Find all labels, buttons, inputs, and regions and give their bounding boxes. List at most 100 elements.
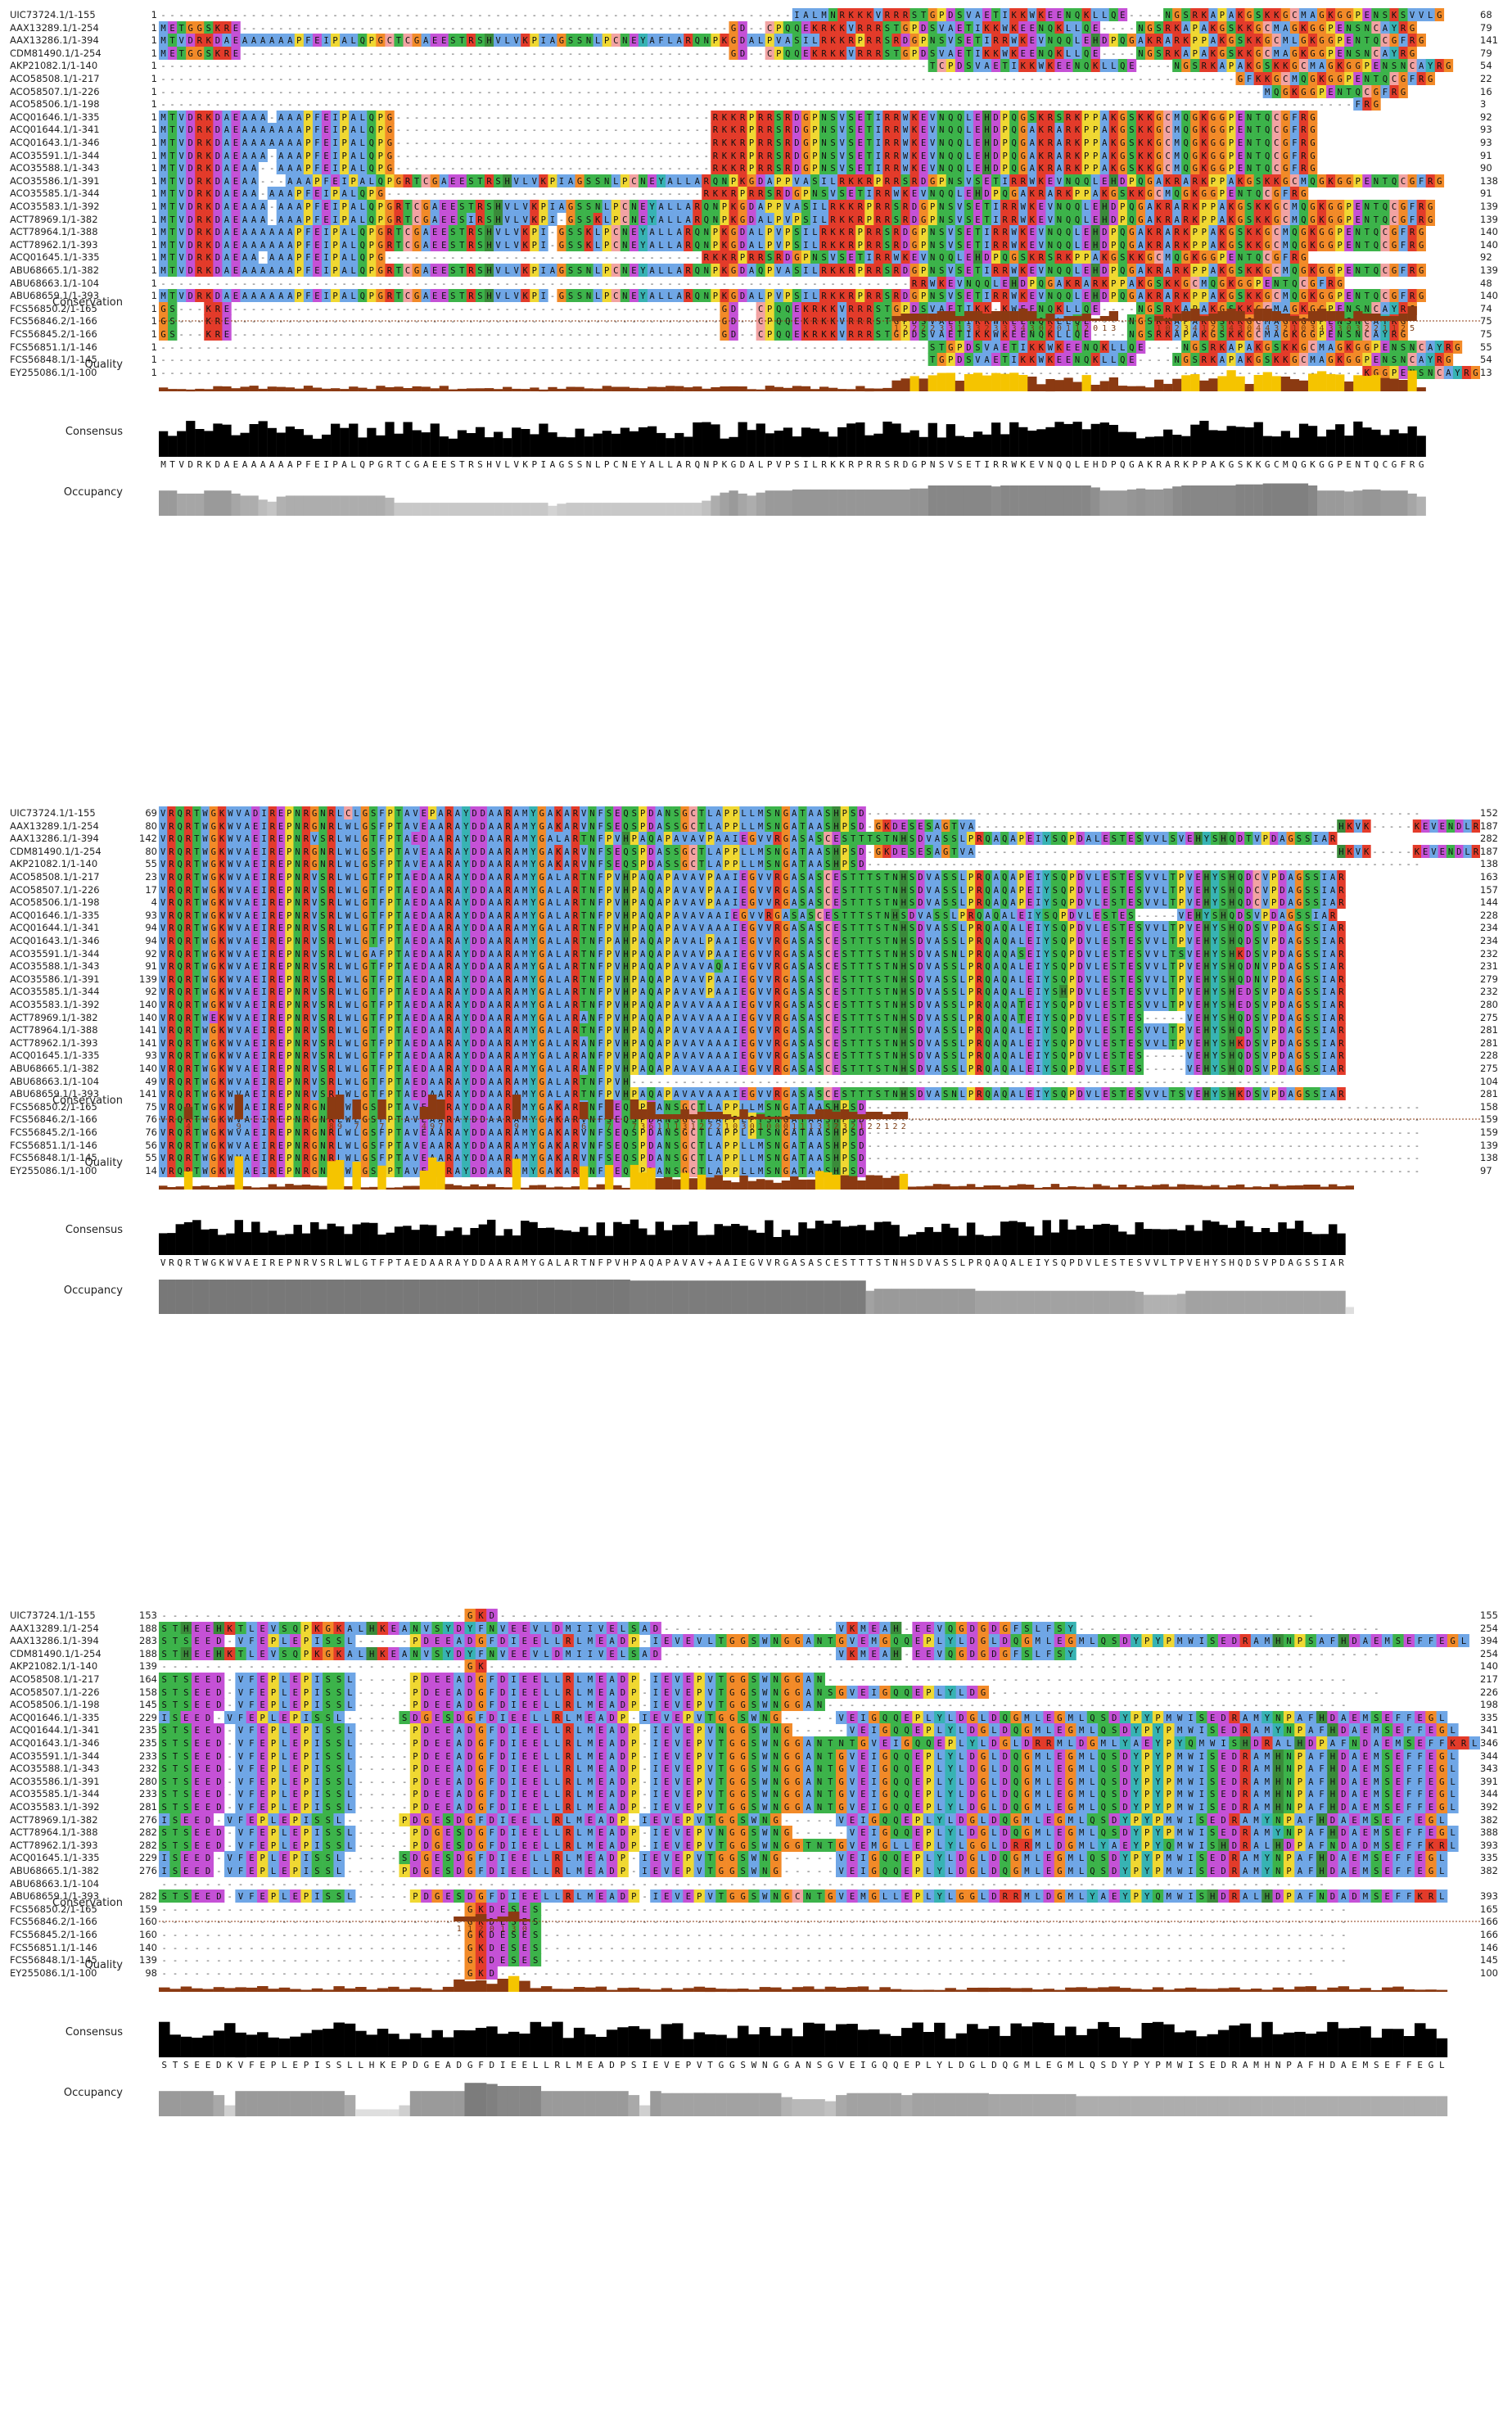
residue-char: L [513, 202, 518, 212]
residue-T [891, 20, 901, 34]
residue-char: E [1093, 215, 1098, 225]
residue-K [810, 20, 820, 34]
residue-G [801, 148, 811, 162]
sequence-id[interactable]: AKP21082.1/1-140 [10, 59, 141, 72]
sequence-id[interactable]: ACO35588.1/1-343 [10, 161, 141, 174]
residue-char: D [188, 215, 193, 225]
sequence-id[interactable]: ACO58506.1/1-198 [10, 97, 141, 111]
residue-char: M [1174, 164, 1179, 174]
residue-R [1163, 212, 1173, 226]
residue-char: - [513, 253, 518, 263]
residue-char: P [785, 241, 790, 251]
residue-T [168, 123, 178, 137]
residue-char: M [1274, 49, 1279, 59]
residue-char: P [1111, 228, 1116, 237]
residue-char: - [1147, 61, 1152, 71]
residue-char: G [794, 253, 799, 263]
sequence-id[interactable]: ACT78962.1/1-393 [10, 238, 141, 251]
residue-P [928, 212, 938, 226]
sequence-id[interactable]: ACO35585.1/1-344 [10, 187, 141, 200]
sequence-id[interactable]: ACQ01645.1/1-335 [10, 251, 141, 264]
residue-char: H [975, 189, 980, 199]
sequence-id[interactable]: AAX13286.1/1-394 [10, 34, 141, 47]
residue-char: - [477, 113, 482, 123]
residue-char: - [695, 189, 700, 199]
sequence-id[interactable]: UIC73724.1/1-155 [10, 8, 141, 21]
residue-T [168, 264, 178, 277]
residue-char: Q [695, 241, 700, 251]
residue-char: A [260, 266, 266, 276]
residue-char: - [1120, 88, 1125, 97]
residue-P [1000, 136, 1010, 149]
residue-N [702, 264, 711, 277]
residue-char: Q [369, 215, 374, 225]
residue-char: - [450, 253, 455, 263]
residue-char: A [667, 177, 673, 187]
sequence-id[interactable]: AAX13289.1/1-254 [10, 21, 141, 34]
sequence-id[interactable]: ACO58507.1/1-226 [10, 85, 141, 98]
residue-D [213, 200, 223, 213]
sequence-id[interactable]: ACQ01643.1/1-346 [10, 136, 141, 149]
residue-Q [1371, 264, 1381, 277]
residue-char: G [1274, 74, 1279, 84]
residue-char: R [197, 36, 203, 46]
residue-E [439, 264, 449, 277]
residue-char: - [1057, 88, 1062, 97]
residue-T [864, 136, 874, 149]
residue-char: K [1075, 113, 1081, 123]
residue-H [484, 237, 494, 251]
residue-char: E [1120, 11, 1125, 20]
residue-D [738, 34, 747, 47]
sequence-id[interactable]: ACQ01644.1/1-341 [10, 123, 141, 136]
residue-char: - [1147, 11, 1152, 20]
residue-char: - [595, 100, 600, 110]
residue-E [982, 174, 992, 187]
residue-K [846, 212, 856, 226]
residue-char: A [341, 189, 347, 199]
sequence-id[interactable]: ABU68663.1/1-104 [10, 277, 141, 290]
residue-char: S [1030, 113, 1035, 123]
sequence-id[interactable]: ACT78969.1/1-382 [10, 213, 141, 226]
residue-char: K [1202, 125, 1207, 135]
residue-E [321, 161, 332, 175]
residue-char: F [314, 151, 319, 161]
residue-N [819, 110, 829, 124]
residue-char: G [378, 266, 383, 276]
sequence-id[interactable]: ACO58508.1/1-217 [10, 72, 141, 85]
residue-C [1163, 136, 1173, 149]
sequence-id[interactable]: ACQ01646.1/1-335 [10, 111, 141, 124]
residue-char: - [1147, 100, 1152, 110]
residue-char: - [586, 88, 591, 97]
residue-char: K [722, 253, 728, 263]
residue-Q [1271, 84, 1282, 98]
residue-char: A [676, 36, 682, 46]
residue-E [231, 148, 241, 162]
residue-char: - [613, 138, 618, 148]
residue-char: E [1066, 61, 1071, 71]
residue-G [1144, 46, 1155, 60]
residue-V [783, 200, 793, 213]
sequence-id[interactable]: CDM81490.1/1-254 [10, 47, 141, 60]
residue-char: - [867, 74, 872, 84]
residue-char: S [767, 189, 772, 199]
residue-A [1208, 225, 1218, 239]
residue-char: - [667, 100, 672, 110]
residue-char: - [559, 11, 564, 20]
sequence-id[interactable]: ACO35591.1/1-344 [10, 149, 141, 162]
sequence-id[interactable]: ACT78964.1/1-388 [10, 225, 141, 238]
residue-R [195, 123, 205, 137]
residue-char: L [595, 241, 600, 251]
residue-A [1217, 200, 1227, 213]
residue-G [1018, 161, 1028, 175]
residue-char: - [1138, 61, 1143, 71]
residue-char: P [740, 189, 745, 199]
residue-V [928, 123, 938, 137]
residue-V [774, 34, 784, 47]
residue-char: - [1039, 88, 1044, 97]
residue-E [231, 174, 241, 187]
sequence-id[interactable]: ABU68665.1/1-382 [10, 264, 141, 277]
sequence-id[interactable]: ACO35586.1/1-391 [10, 174, 141, 187]
residue-R [873, 212, 883, 226]
residue-char: C [1156, 189, 1161, 199]
sequence-id[interactable]: ACO35583.1/1-392 [10, 200, 141, 213]
